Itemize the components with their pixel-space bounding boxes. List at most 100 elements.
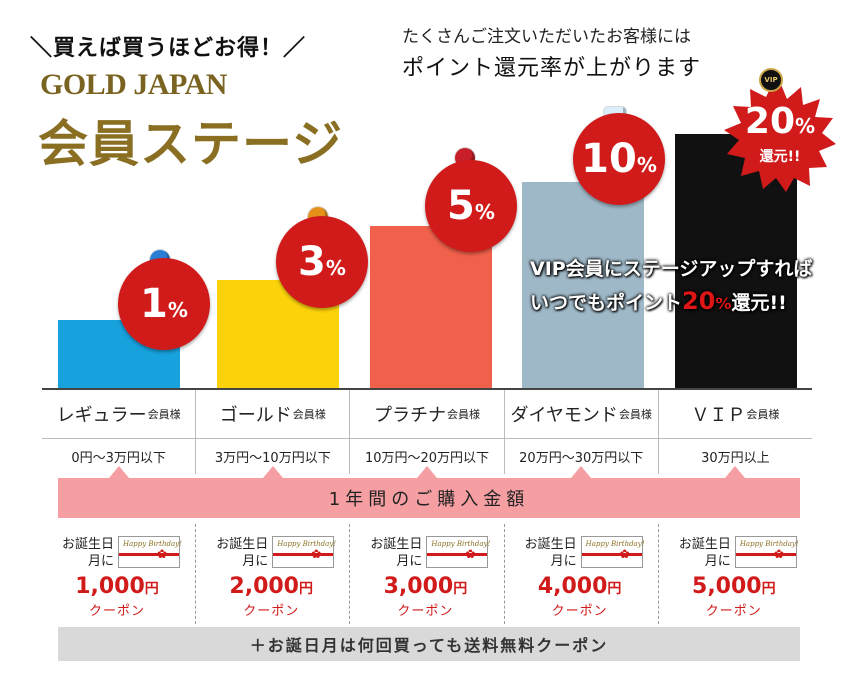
rate-unit: % — [325, 256, 346, 280]
coupon-label-line2: 月に — [396, 554, 423, 569]
starburst-icon — [724, 81, 836, 192]
coupon-gold: お誕生日月に Happy Birthday! ✿ 2,000円 クーポン — [196, 524, 351, 624]
coupon-label-line1: お誕生日 — [62, 537, 115, 552]
stage-suffix: 会員様 — [292, 408, 326, 421]
coupon-label-line1: お誕生日 — [678, 537, 731, 552]
rate-unit: % — [167, 298, 188, 322]
stage-names-row: レギュラー 会員様 ゴールド 会員様 プラチナ 会員様 ダイヤモンド 会員様 ＶＩＰ 会員… — [42, 388, 812, 438]
pointer-arrow-icon — [196, 466, 350, 478]
coupon-label: お誕生日月に — [62, 536, 114, 570]
coupon-amount: 5,000円 — [659, 574, 809, 599]
card-text: Happy Birthday! — [431, 540, 491, 548]
coupon-regular: お誕生日月に Happy Birthday! ✿ 1,000円 クーポン — [42, 524, 197, 624]
stage-diamond: ダイヤモンド 会員様 — [505, 390, 659, 438]
stage-suffix: 会員様 — [147, 408, 181, 421]
coupon-label-line1: お誕生日 — [216, 537, 269, 552]
diamond-rate-badge: 10% — [573, 113, 665, 205]
vip-promo-highlight: 20% — [682, 287, 731, 315]
coupon-label-line2: 月に — [704, 554, 731, 569]
coupon-amount: 2,000円 — [196, 574, 346, 599]
coupon-amount-value: 2,000 — [229, 574, 299, 599]
coupon-amount: 1,000円 — [42, 574, 192, 599]
rate-value: 5 — [447, 183, 475, 229]
coupon-amount-value: 3,000 — [383, 574, 454, 599]
card-text: Happy Birthday! — [739, 540, 799, 548]
bow-icon: ✿ — [619, 547, 630, 561]
rate-unit: % — [636, 153, 657, 177]
platinum-stage-bar — [370, 226, 492, 388]
regular-rate-badge: 1% — [118, 258, 210, 350]
stage-gold: ゴールド 会員様 — [196, 390, 351, 438]
birthday-coupon-row: お誕生日 月に Happy Birthday! ✿ 1,000円 クーポン お誕生日… — [42, 524, 812, 624]
coupon-platinum: お誕生日 月に Happy Birthday! ✿ 3,000円 クーポン — [350, 524, 505, 624]
coupon-label-line2: 月に — [242, 554, 269, 569]
pointer-arrow-icon — [504, 466, 658, 478]
vip-promo-line1: VIP会員にステージアップすれば — [530, 258, 813, 280]
coupon-label-line2: 月に — [87, 554, 114, 569]
rate-value: 10 — [581, 136, 637, 182]
stage-name: プラチナ — [374, 405, 446, 426]
coupon-label: お誕生日月に — [216, 536, 268, 570]
rate-value: 3 — [298, 239, 326, 285]
coupon-label: お誕生日月に — [679, 536, 731, 570]
rate-value: 1 — [140, 281, 168, 327]
pointer-arrow-icon — [350, 466, 504, 478]
birthday-card-icon: Happy Birthday! ✿ — [426, 536, 491, 568]
vip-promo-line2: いつでもポイント20%還元!! — [530, 287, 812, 315]
vip-promo-prefix: いつでもポイント — [530, 292, 683, 314]
coupon-label: お誕生日月に — [370, 536, 422, 570]
free-shipping-label: ＋お誕日月は何回買っても送料無料クーポン — [58, 627, 800, 661]
rate-unit: % — [795, 114, 816, 138]
bow-icon: ✿ — [157, 547, 168, 561]
coupon-kind: クーポン — [88, 604, 145, 619]
stage-name: ゴールド — [219, 405, 292, 426]
platinum-rate-badge: 5% — [425, 160, 517, 252]
stage-name: ＶＩＰ — [691, 405, 746, 426]
coupon-amount-value: 1,000 — [75, 574, 145, 599]
pointer-arrow-icon — [658, 466, 812, 478]
birthday-card-icon: Happy Birthday! ✿ — [118, 536, 182, 568]
card-text: Happy Birthday! — [277, 540, 337, 548]
range-gold: 3万円〜10万円以下 — [196, 439, 351, 474]
vip-promo-suffix: 還元!! — [731, 292, 787, 314]
card-text: Happy Birthday! — [585, 540, 645, 548]
vip-promo-highlight-unit: % — [715, 294, 732, 313]
range-vip: 30万円以上 — [701, 451, 770, 466]
coupon-amount-unit: 円 — [607, 581, 622, 597]
vip-rate-sub: 還元!! — [759, 149, 801, 165]
coupon-label-line1: お誕生日 — [524, 537, 577, 552]
ribbon-icon — [581, 553, 642, 556]
coupon-amount: 3,000円 — [350, 574, 500, 599]
coupon-label-line1: お誕生日 — [370, 537, 423, 552]
vip-rate: 20% — [724, 102, 836, 146]
page-title: 会員ステージ — [38, 115, 343, 173]
ribbon-icon — [273, 553, 334, 556]
range-regular: 0円〜3万円以下 — [42, 439, 197, 474]
coupon-diamond: お誕生日 月に Happy Birthday! ✿ 4,000円 クーポン — [505, 524, 659, 624]
notice-line-2: ポイント還元率が上がります — [402, 56, 702, 81]
tagline: ＼買えば買うほどお得！／ — [30, 36, 307, 61]
stage-suffix: 会員様 — [447, 408, 480, 421]
stage-suffix: 会員様 — [746, 408, 780, 421]
vip-rate-burst: 20% 還元!! — [724, 80, 836, 192]
ribbon-icon — [735, 553, 796, 556]
annual-purchase-label: 1年間のご購入金額 — [58, 478, 800, 518]
birthday-card-icon: Happy Birthday! ✿ — [272, 536, 337, 568]
pointer-arrow-icon — [42, 466, 196, 478]
ribbon-icon — [119, 553, 179, 556]
bow-icon: ✿ — [773, 547, 784, 561]
coupon-amount-unit: 円 — [299, 581, 313, 597]
stage-regular: レギュラー 会員様 — [42, 390, 197, 438]
birthday-card-icon: Happy Birthday! ✿ — [580, 536, 645, 568]
coupon-kind: クーポン — [243, 604, 300, 619]
coupon-amount-unit: 円 — [453, 581, 468, 597]
coupon-label: お誕生日 月に — [525, 536, 577, 570]
coupon-vip: お誕生日月に Happy Birthday! ✿ 5,000円 クーポン — [659, 524, 812, 624]
coupon-amount-value: 5,000 — [692, 574, 762, 599]
vip-promo-highlight-value: 20 — [682, 287, 716, 315]
vip-promo-message: VIP会員にステージアップすれば いつでもポイント20%還元!! — [530, 254, 812, 315]
coupon-kind: クーポン — [551, 604, 608, 619]
card-text: Happy Birthday! — [123, 540, 182, 548]
coupon-kind: クーポン — [705, 604, 762, 619]
ribbon-icon — [427, 553, 488, 556]
